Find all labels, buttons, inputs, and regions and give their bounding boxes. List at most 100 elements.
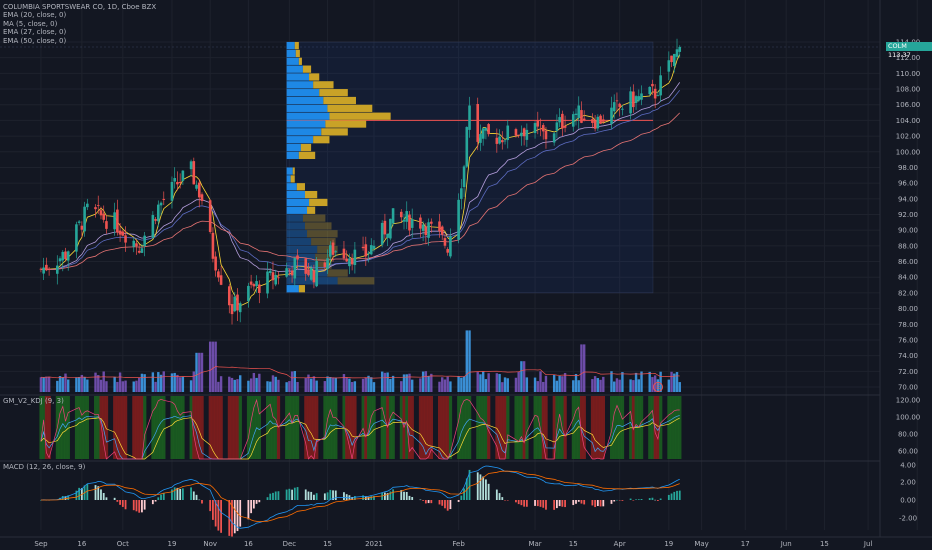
candle[interactable] [517,134,520,138]
candle[interactable] [312,264,316,289]
candle[interactable] [249,274,253,289]
candle[interactable] [465,126,469,168]
candle[interactable] [476,97,480,151]
candle[interactable] [258,280,261,304]
candle[interactable] [217,268,220,282]
candle[interactable] [555,114,559,139]
candle[interactable] [342,241,346,261]
legend-ema27[interactable]: EMA (27, close, 0) [3,28,67,37]
candle[interactable] [214,251,217,277]
candle[interactable] [544,126,548,149]
candle[interactable] [56,255,59,285]
candle[interactable] [274,269,277,287]
candle[interactable] [536,111,540,135]
candle[interactable] [522,127,526,146]
candle[interactable] [157,200,160,228]
candle[interactable] [140,243,144,254]
candle[interactable] [577,96,581,129]
candle[interactable] [192,157,196,185]
candle[interactable] [268,268,272,276]
candle[interactable] [309,265,313,282]
candle[interactable] [520,125,523,146]
candle[interactable] [329,241,332,265]
candle[interactable] [137,244,141,254]
candle[interactable] [211,227,215,263]
candle[interactable] [350,253,354,271]
candle[interactable] [495,128,499,153]
candle[interactable] [315,257,318,288]
candle[interactable] [659,66,662,102]
candle[interactable] [219,265,223,286]
candle[interactable] [484,127,488,140]
candle[interactable] [151,211,155,239]
candle[interactable] [408,210,411,236]
candle[interactable] [561,110,564,137]
candle[interactable] [181,170,185,185]
candle[interactable] [353,241,357,274]
candle[interactable] [348,253,351,275]
candle[interactable] [440,225,444,240]
candle[interactable] [64,247,67,261]
candle[interactable] [105,214,108,234]
candle[interactable] [389,218,392,241]
candle[interactable] [42,257,45,281]
legend-symbol[interactable]: COLUMBIA SPORTSWEAR CO, 1D, Cboe BZX [3,3,157,11]
candle[interactable] [574,108,578,126]
candle[interactable] [197,179,201,208]
candle[interactable] [361,236,365,251]
candle[interactable] [670,55,673,68]
candle[interactable] [116,199,119,236]
candle[interactable] [402,213,406,230]
macd-pane-title[interactable]: MACD (12, 26, close, 9) [3,463,86,471]
candle[interactable] [364,236,368,266]
candle[interactable] [637,89,641,103]
candle[interactable] [252,282,256,291]
candle[interactable] [227,283,231,314]
candle[interactable] [83,201,86,237]
candle[interactable] [443,234,447,249]
candle[interactable] [75,221,78,259]
candle[interactable] [558,108,561,127]
candle[interactable] [391,208,395,226]
candle[interactable] [39,267,43,273]
candle[interactable] [563,115,567,133]
candle[interactable] [593,115,597,132]
candle[interactable] [615,92,619,112]
candle[interactable] [632,84,635,113]
candle[interactable] [503,139,507,145]
candle[interactable] [656,91,660,97]
candle[interactable] [247,282,250,308]
candle[interactable] [367,251,370,263]
candle[interactable] [648,86,652,96]
candle[interactable] [238,301,242,323]
candle[interactable] [162,191,166,205]
candle[interactable] [102,205,106,223]
candle[interactable] [118,222,122,242]
candle[interactable] [591,113,594,129]
kdj-pane-title[interactable]: GM_V2_KDJ (9, 3) [3,397,64,405]
candle[interactable] [675,38,679,60]
candle[interactable] [500,131,504,150]
candle[interactable] [602,114,605,124]
candle[interactable] [541,123,545,140]
candle[interactable] [479,124,482,151]
candle[interactable] [582,110,586,122]
candle[interactable] [667,51,671,81]
candle[interactable] [173,167,176,189]
candle[interactable] [383,213,387,239]
candle[interactable] [124,226,127,252]
candle[interactable] [481,127,485,146]
candle[interactable] [651,79,654,95]
candle[interactable] [176,171,179,191]
candle[interactable] [233,292,237,313]
candle[interactable] [498,129,501,145]
candle[interactable] [460,179,463,210]
legend-ema20[interactable]: EMA (20, close, 0) [3,11,67,20]
candle[interactable] [80,221,84,238]
candle[interactable] [170,176,174,209]
candle[interactable] [525,123,529,147]
candle[interactable] [345,250,348,263]
candle[interactable] [230,294,234,325]
candle[interactable] [449,228,452,259]
candle[interactable] [285,262,288,278]
